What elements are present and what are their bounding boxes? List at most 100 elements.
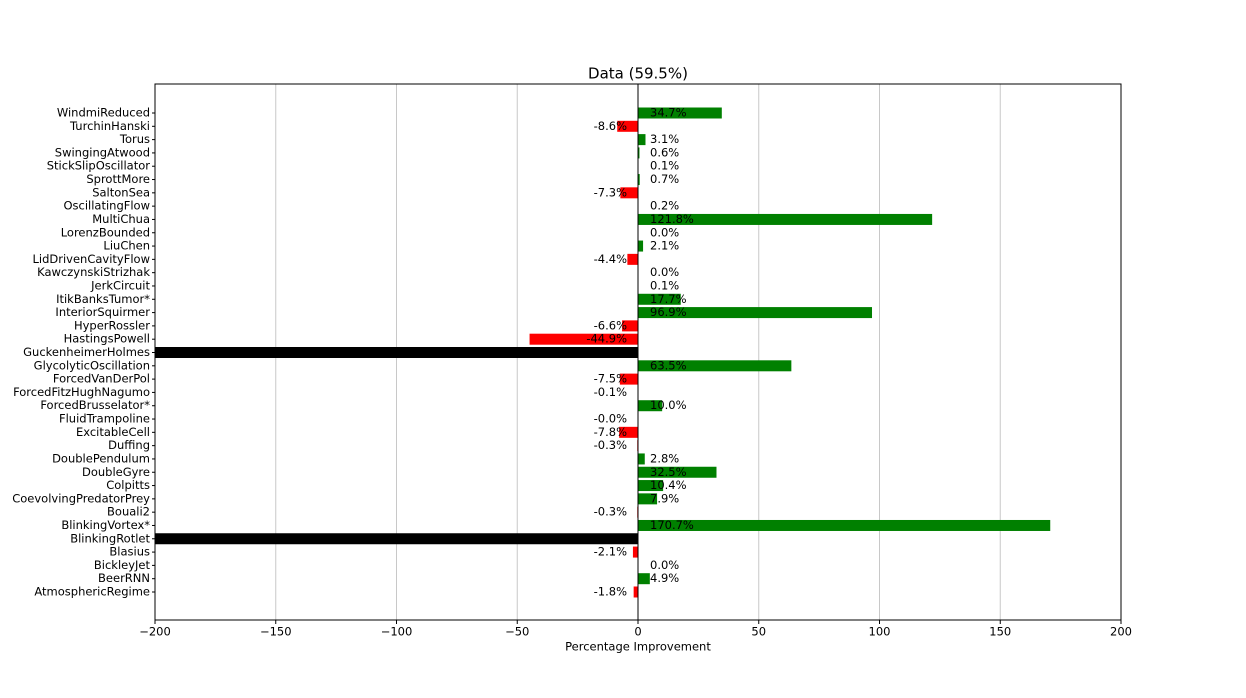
value-label: 10.0% xyxy=(650,398,687,412)
value-label: -65033.9% xyxy=(564,345,627,359)
x-tick-label: 0 xyxy=(634,625,641,639)
value-label: -0.3% xyxy=(594,438,627,452)
bar xyxy=(638,519,1051,531)
value-label: 32.5% xyxy=(650,465,687,479)
y-tick-label: ForcedVanDerPol xyxy=(53,372,150,386)
y-tick-label: SprottMore xyxy=(86,172,150,186)
value-label: 17.7% xyxy=(650,292,687,306)
y-tick-label: StickSlipOscillator xyxy=(47,159,151,173)
chart-title: Data (59.5%) xyxy=(588,65,688,83)
value-label: 63.5% xyxy=(650,358,687,372)
y-tick-label: OscillatingFlow xyxy=(63,199,150,213)
y-tick-label: SwingingAtwood xyxy=(55,145,150,159)
value-label: -16296.1% xyxy=(564,531,627,545)
bars xyxy=(155,107,1051,598)
bar xyxy=(638,466,717,478)
value-label: 96.9% xyxy=(650,305,687,319)
y-tick-label: DoublePendulum xyxy=(52,451,150,465)
y-tick-label: GuckenheimerHolmes xyxy=(23,345,150,359)
y-tick-label: Torus xyxy=(119,132,150,146)
value-label: -7.8% xyxy=(594,425,627,439)
bar xyxy=(638,400,663,412)
x-tick-label: −200 xyxy=(139,625,171,639)
x-tick-label: −100 xyxy=(381,625,413,639)
y-tick-label: Blasius xyxy=(109,545,150,559)
y-tick-label: DoubleGyre xyxy=(82,465,150,479)
y-tick-label: HyperRossler xyxy=(74,318,150,332)
x-tick-label: 50 xyxy=(751,625,766,639)
value-label: 0.7% xyxy=(650,172,679,186)
y-tick-label: Duffing xyxy=(108,438,150,452)
y-tick-label: LiuChen xyxy=(103,239,150,253)
bar xyxy=(638,480,664,492)
x-tick-label: −150 xyxy=(260,625,292,639)
value-label: 0.6% xyxy=(650,145,679,159)
y-tick-label: WindmiReduced xyxy=(57,106,150,120)
bar xyxy=(638,307,873,319)
y-tick-label: TurchinHanski xyxy=(69,119,150,133)
y-tick-label: KawczynskiStrizhak xyxy=(37,265,150,279)
y-tick-label: ForcedBrusselator* xyxy=(40,398,150,412)
bar xyxy=(155,533,638,545)
y-tick-label: HastingsPowell xyxy=(64,332,150,346)
value-label: -44.9% xyxy=(586,332,627,346)
value-label: -7.5% xyxy=(594,372,627,386)
bar xyxy=(638,213,933,225)
bar xyxy=(638,240,644,252)
plot-frame xyxy=(154,83,1122,621)
bar xyxy=(619,426,638,438)
value-label: -7.3% xyxy=(594,185,627,199)
value-label: 4.9% xyxy=(650,571,679,585)
y-tick-label: AtmosphericRegime xyxy=(34,585,150,599)
y-tick-label: JerkCircuit xyxy=(90,278,150,292)
y-tick-label: BlinkingRotlet xyxy=(70,531,150,545)
bar xyxy=(155,347,638,358)
bar xyxy=(633,586,638,598)
value-label: 7.9% xyxy=(650,491,679,505)
bar xyxy=(638,453,645,465)
value-label: 0.1% xyxy=(650,159,679,173)
bar xyxy=(638,573,650,585)
y-tick-label: FluidTrampoline xyxy=(59,412,150,426)
value-label: -4.4% xyxy=(594,252,627,266)
bar xyxy=(638,493,658,505)
value-label: 121.8% xyxy=(650,212,694,226)
bar xyxy=(622,320,638,332)
bar xyxy=(632,546,638,558)
y-tick-label: InteriorSquirmer xyxy=(55,305,150,319)
bar xyxy=(619,373,638,385)
value-label: 170.7% xyxy=(650,518,694,532)
bar xyxy=(638,107,722,119)
y-tick-label: SaltonSea xyxy=(92,185,150,199)
value-label: 3.1% xyxy=(650,132,679,146)
value-label: -1.8% xyxy=(594,585,627,599)
y-tick-label: BickleyJet xyxy=(94,558,151,572)
value-label: 34.7% xyxy=(650,106,687,120)
y-tick-label: MultiChua xyxy=(92,212,150,226)
value-label: 2.1% xyxy=(650,239,679,253)
y-tick-label: LidDrivenCavityFlow xyxy=(33,252,151,266)
value-label: 0.0% xyxy=(650,265,679,279)
bar xyxy=(620,187,638,199)
bar xyxy=(638,147,640,159)
x-tick-label: 100 xyxy=(869,625,891,639)
bar xyxy=(638,360,792,372)
bar xyxy=(638,134,646,146)
value-label: 0.2% xyxy=(650,199,679,213)
y-tick-label: Colpitts xyxy=(106,478,150,492)
y-tick-label: ForcedFitzHughNagumo xyxy=(13,385,150,399)
bar xyxy=(617,120,638,132)
value-label: -0.1% xyxy=(594,385,627,399)
x-axis-label: Percentage Improvement xyxy=(565,640,711,654)
y-tick-label: BlinkingVortex* xyxy=(61,518,150,532)
y-tick-label: ExcitableCell xyxy=(76,425,150,439)
y-tick-label: LorenzBounded xyxy=(61,225,150,239)
value-label: 0.0% xyxy=(650,558,679,572)
x-tick-label: 150 xyxy=(989,625,1011,639)
bar xyxy=(638,293,681,305)
labels: −200 −150 −100 −50 0 50 100 150 200 WindmiReduced… xyxy=(12,84,1132,639)
bar xyxy=(638,174,640,186)
value-label: 0.1% xyxy=(650,278,679,292)
bar xyxy=(627,253,638,265)
y-tick-label: GlycolyticOscillation xyxy=(34,358,150,372)
